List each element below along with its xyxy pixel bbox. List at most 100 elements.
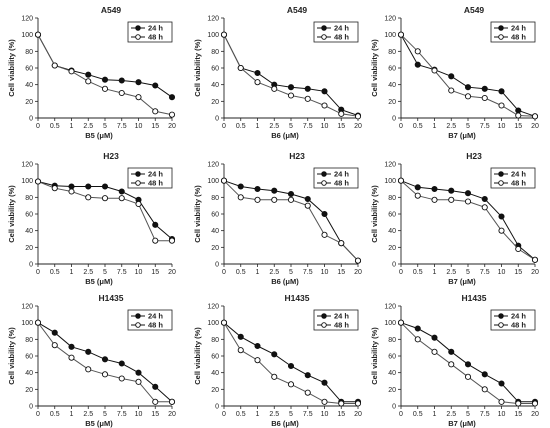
x-tick-label: 15 (337, 411, 345, 418)
legend-marker (135, 313, 141, 319)
data-point (254, 342, 261, 350)
data-point (464, 93, 472, 100)
data-point (152, 383, 159, 390)
x-tick-label: 1 (256, 269, 260, 276)
data-point (431, 185, 438, 193)
data-point (448, 348, 455, 355)
chart-panel-4: H23 0 20 40 60 80 100 120 0 0.5 1 2.5 5 7.5 10 15 20 B5 (… (7, 151, 176, 286)
data-point (481, 85, 488, 92)
legend-label: 48 h (334, 321, 349, 330)
y-tick-label: 120 (207, 304, 219, 311)
data-point (287, 362, 295, 370)
data-point (85, 194, 92, 201)
y-tick-label: 80 (388, 49, 396, 56)
data-point (85, 366, 92, 373)
x-tick-label: 15 (151, 269, 159, 276)
legend-marker (321, 180, 327, 186)
y-axis-label: Cell viability (%) (193, 327, 202, 385)
legend-label: 24 h (334, 312, 349, 321)
x-tick-label: 7.5 (117, 411, 127, 418)
data-point (68, 68, 75, 75)
data-point (152, 82, 159, 89)
x-tick-label: 7.5 (480, 123, 490, 130)
data-point (431, 334, 438, 341)
y-axis-label: Cell viability (%) (7, 327, 16, 385)
data-point (85, 71, 92, 78)
x-tick-label: 10 (321, 411, 329, 418)
data-point (220, 31, 228, 38)
y-tick-label: 120 (207, 162, 219, 169)
x-tick-label: 15 (337, 123, 345, 130)
y-tick-label: 40 (388, 370, 396, 377)
data-point (354, 257, 362, 264)
data-point (304, 195, 311, 203)
y-tick-label: 60 (388, 66, 396, 73)
data-point (414, 336, 421, 343)
x-tick-label: 1 (256, 123, 260, 130)
y-tick-label: 100 (384, 320, 396, 327)
legend-label: 48 h (148, 321, 163, 330)
data-point (254, 196, 261, 203)
y-tick-label: 40 (211, 370, 219, 377)
y-tick-label: 40 (25, 370, 33, 377)
x-tick-label: 0.5 (50, 123, 60, 130)
y-tick-label: 0 (29, 404, 33, 411)
y-tick-label: 60 (388, 354, 396, 361)
data-point (85, 78, 92, 85)
x-tick-label: 1 (256, 411, 260, 418)
y-tick-label: 0 (215, 116, 219, 123)
y-tick-label: 40 (25, 82, 33, 89)
x-tick-label: 5 (466, 123, 470, 130)
chart-panel-6: H23 0 20 40 60 80 100 120 0 0.5 1 2.5 5 7.5 10 15 20 B7 (… (370, 151, 539, 286)
data-point (152, 221, 159, 228)
data-point (101, 183, 109, 190)
x-tick-label: 2.5 (446, 269, 456, 276)
legend-marker (498, 313, 504, 319)
x-tick-label: 2.5 (446, 123, 456, 130)
x-tick-label: 0.5 (236, 269, 246, 276)
legend-label: 48 h (511, 179, 526, 188)
x-tick-label: 0 (399, 123, 403, 130)
x-tick-label: 2.5 (83, 411, 93, 418)
legend-marker (498, 180, 504, 186)
data-point (168, 398, 176, 405)
data-point (51, 185, 58, 192)
data-point (321, 398, 328, 405)
data-point (431, 348, 438, 355)
y-tick-label: 60 (25, 354, 33, 361)
legend-label: 48 h (511, 33, 526, 42)
legend-marker (498, 34, 504, 40)
y-tick-label: 80 (211, 195, 219, 202)
data-point (414, 61, 421, 68)
series-line-48h (400, 34, 536, 117)
x-tick-label: 0.5 (50, 411, 60, 418)
data-point (237, 194, 244, 201)
data-point (464, 373, 472, 380)
x-tick-label: 1 (70, 269, 74, 276)
x-tick-label: 20 (354, 411, 362, 418)
data-point (531, 113, 539, 120)
x-tick-label: 1 (433, 123, 437, 130)
data-point (515, 400, 522, 407)
y-tick-label: 20 (388, 387, 396, 394)
data-point (101, 76, 109, 83)
x-tick-label: 0.5 (236, 411, 246, 418)
data-point (287, 92, 295, 99)
data-point (34, 178, 42, 185)
data-point (135, 200, 142, 208)
data-point (448, 196, 455, 203)
y-tick-label: 60 (211, 66, 219, 73)
y-tick-label: 60 (25, 66, 33, 73)
data-point (254, 357, 261, 364)
data-point (414, 192, 421, 199)
x-tick-label: 10 (498, 269, 506, 276)
x-tick-label: 0.5 (413, 123, 423, 130)
x-tick-label: 5 (103, 411, 107, 418)
chart-title: A549 (101, 5, 122, 15)
y-tick-label: 20 (25, 245, 33, 252)
data-point (354, 400, 362, 407)
data-point (135, 378, 142, 385)
chart-panel-7: H1435 0 20 40 60 80 100 120 0 0.5 1 2.5 5 7.5 10 15 20 B5… (7, 293, 176, 428)
x-tick-label: 0.5 (413, 269, 423, 276)
y-tick-label: 100 (21, 178, 33, 185)
